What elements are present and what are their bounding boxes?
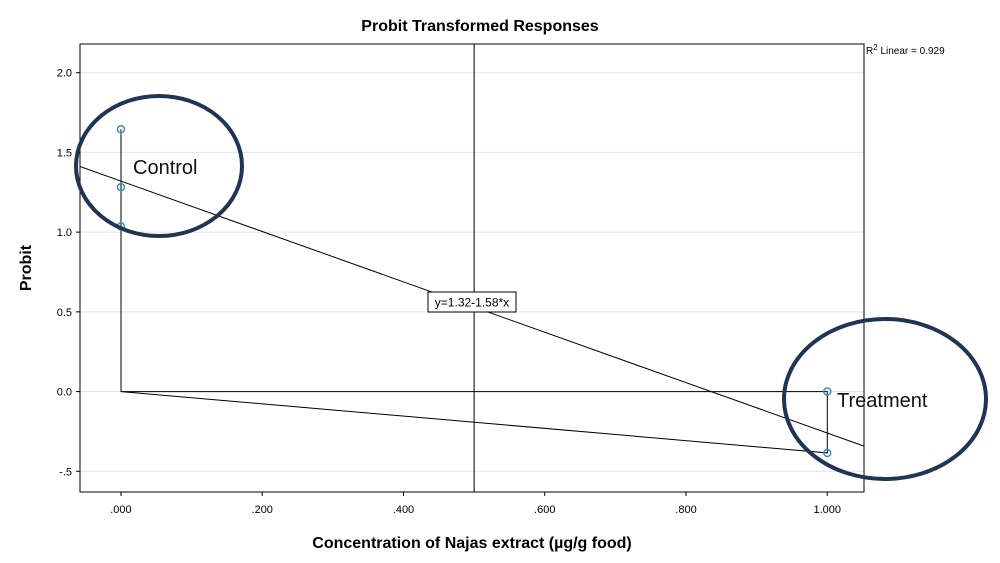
fit-equation-label: y=1.32-1.58*x	[427, 291, 517, 313]
chart-title: Probit Transformed Responses	[361, 18, 598, 35]
control-ellipse	[74, 94, 244, 238]
r2-label: R2 Linear = 0.929	[866, 43, 945, 57]
data-point	[823, 448, 832, 458]
data-point	[823, 387, 832, 396]
x-tick-label: 1.000	[814, 504, 842, 516]
y-tick-label: 0.0	[57, 387, 72, 399]
y-axis-title: Probit	[18, 244, 35, 291]
x-tick-label: .200	[252, 504, 273, 516]
y-tick-label: 2.0	[57, 68, 72, 80]
x-tick-label: .800	[675, 504, 696, 516]
data-point	[116, 125, 126, 134]
x-axis-ticks: .000 .200 .400 .600 .800 1.000	[110, 492, 841, 516]
treatment-ellipse	[782, 317, 988, 481]
treatment-annotation: Treatment	[837, 390, 928, 412]
y-tick-label: 1.0	[57, 227, 72, 239]
y-axis-ticks: -.5 0.0 0.5 1.0 1.5 2.0	[57, 68, 80, 478]
r2-superscript: 2	[873, 43, 878, 52]
data-point	[116, 182, 126, 192]
r2-prefix: R	[866, 46, 873, 57]
x-axis-title: Concentration of Najas extract (µg/g foo…	[312, 535, 631, 552]
x-tick-label: .000	[110, 504, 131, 516]
y-tick-label: 1.5	[57, 147, 72, 159]
y-tick-label: -.5	[59, 466, 72, 478]
x-tick-label: .400	[393, 504, 414, 516]
y-tick-label: 0.5	[57, 307, 72, 319]
control-annotation: Control	[133, 157, 197, 179]
connector-path	[120, 129, 828, 454]
fit-equation-text: y=1.32-1.58*x	[435, 296, 509, 310]
x-tick-label: .600	[534, 504, 555, 516]
gridlines	[80, 72, 864, 472]
plot-frame	[79, 43, 865, 493]
r2-value: Linear = 0.929	[878, 46, 945, 57]
